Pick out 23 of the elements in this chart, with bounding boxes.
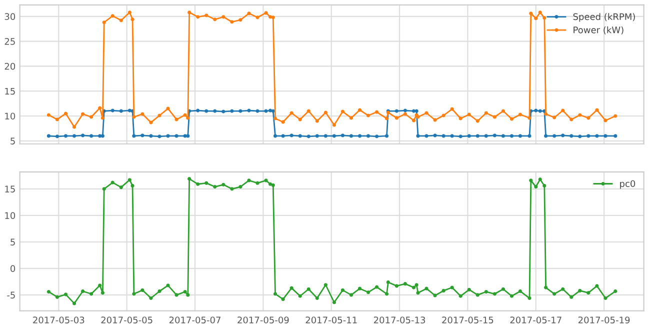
x-tick-label: 2017-05-03 — [33, 316, 84, 324]
x-tick-label: 2017-05-11 — [306, 316, 357, 324]
y-tick-label: 15 — [5, 186, 15, 192]
y-tick-label: 20 — [4, 62, 16, 70]
legend-label: pc0 — [620, 180, 636, 189]
y-tick-label: 10 — [5, 212, 16, 219]
x-tick-label: 2017-05-19 — [578, 316, 630, 324]
y-tick-label: 0 — [10, 265, 16, 272]
y-tick-label: 25 — [4, 38, 15, 45]
y-tick-label: 5 — [10, 138, 15, 144]
x-tick-label: 2017-05-07 — [169, 316, 220, 324]
x-tick-label: 2017-05-13 — [374, 316, 426, 324]
legend-label: Speed (kRPM) — [573, 13, 635, 22]
legend-label: Power (kW) — [574, 26, 624, 34]
x-tick-label: 2017-05-17 — [510, 316, 562, 324]
y-tick-label: 30 — [4, 13, 16, 20]
y-tick-label: -5 — [7, 292, 15, 299]
x-tick-label: 2017-05-09 — [238, 316, 289, 324]
x-tick-label: 2017-05-15 — [442, 316, 494, 324]
x-tick-label: 2017-05-05 — [101, 316, 152, 324]
y-tick-label: 10 — [5, 112, 16, 120]
y-tick-label: 15 — [5, 88, 15, 95]
y-tick-label: 5 — [10, 238, 15, 246]
